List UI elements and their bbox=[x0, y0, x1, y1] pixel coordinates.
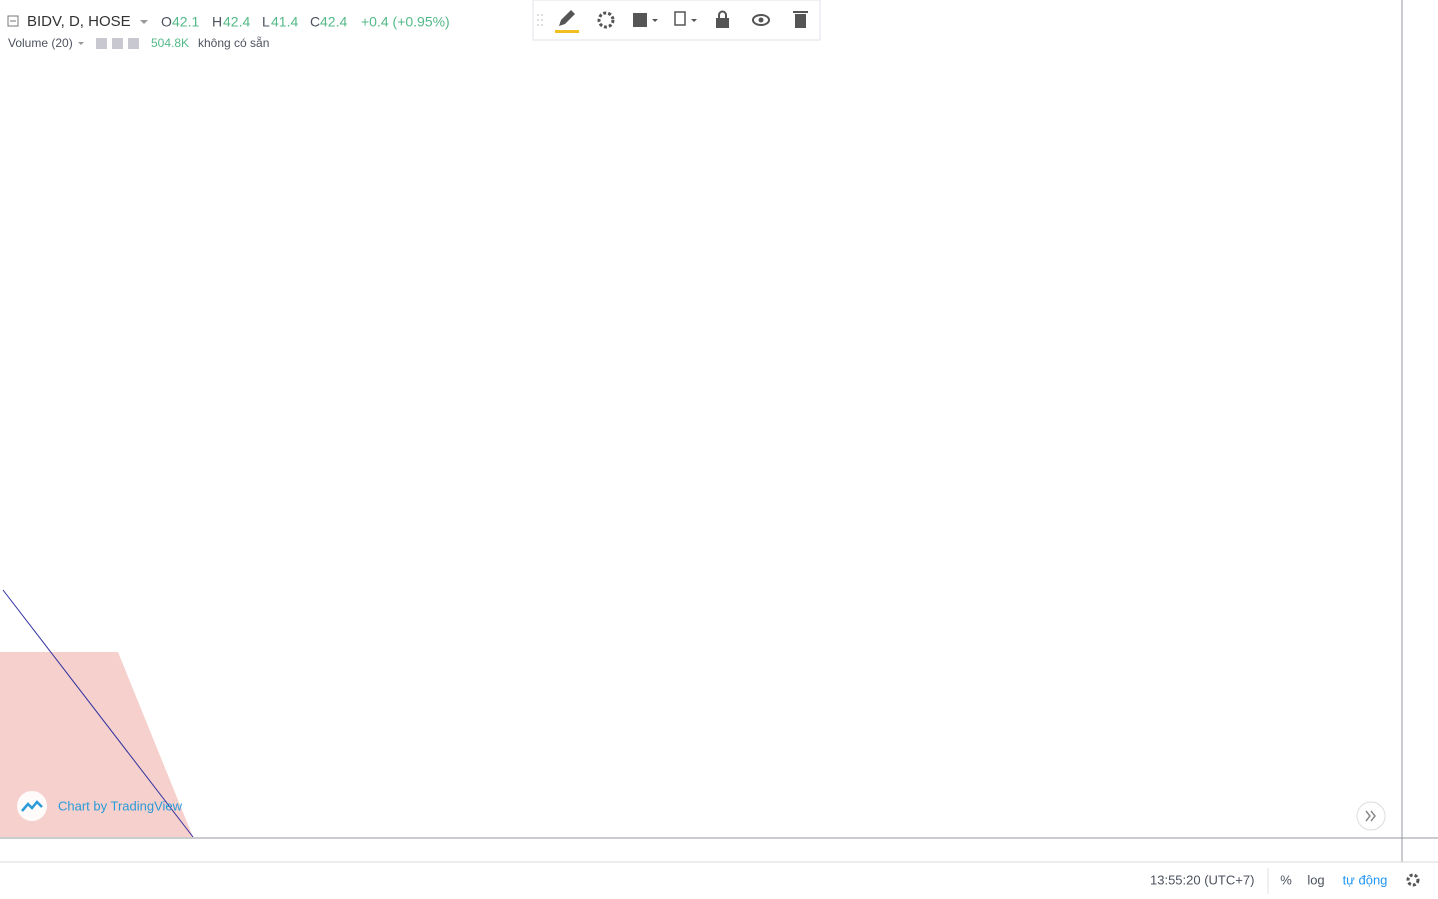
volume-value: 504.8K bbox=[151, 36, 189, 50]
ohlc-c: 42.4 bbox=[320, 14, 347, 30]
percent-toggle[interactable]: % bbox=[1280, 872, 1292, 887]
tool-color[interactable] bbox=[559, 10, 575, 26]
symbol-menu[interactable] bbox=[140, 20, 148, 24]
scroll-arrow bbox=[1365, 810, 1376, 822]
toolbar-bg bbox=[532, 0, 821, 41]
drawing-toolbar bbox=[532, 0, 821, 41]
scroll-button[interactable] bbox=[1356, 801, 1386, 831]
tool-settings[interactable] bbox=[597, 11, 615, 29]
tool-lock-arc bbox=[718, 10, 727, 18]
drawing-fill bbox=[0, 652, 193, 837]
log-toggle[interactable]: log bbox=[1307, 872, 1324, 887]
volume-menu[interactable] bbox=[78, 42, 84, 45]
tool-clone-menu bbox=[691, 19, 697, 22]
watermark: Chart by TradingView bbox=[58, 798, 183, 813]
ohlc-c-label: C bbox=[310, 14, 320, 30]
ohlc-l: 41.4 bbox=[271, 14, 298, 30]
tool-delete[interactable] bbox=[795, 14, 806, 28]
tool-delete-lid bbox=[793, 11, 808, 13]
tool-clone[interactable] bbox=[674, 11, 686, 26]
drawing-line bbox=[2, 589, 194, 838]
change: +0.4 (+0.95%) bbox=[361, 14, 450, 30]
volume-title[interactable]: Volume (20) bbox=[8, 36, 73, 50]
tool-lock[interactable] bbox=[716, 18, 729, 28]
tool-hide[interactable] bbox=[752, 14, 770, 26]
volume-note: không có sẵn bbox=[198, 35, 269, 50]
clock: 13:55:20 (UTC+7) bbox=[1150, 872, 1254, 887]
auto-toggle[interactable]: tự động bbox=[1343, 872, 1388, 887]
settings-icon[interactable] bbox=[1406, 873, 1420, 887]
watermark-logo bbox=[17, 791, 47, 821]
ohlc-h: 42.4 bbox=[223, 14, 250, 30]
volume-close[interactable] bbox=[128, 38, 139, 49]
tool-color-swatch bbox=[555, 30, 579, 33]
ohlc-o: 42.1 bbox=[172, 14, 199, 30]
tool-hide-pupil bbox=[758, 17, 764, 23]
tool-fill-menu bbox=[652, 19, 658, 22]
volume-eye[interactable] bbox=[96, 38, 107, 49]
symbol[interactable]: BIDV, D, HOSE bbox=[27, 13, 131, 30]
tool-fill[interactable] bbox=[633, 13, 647, 27]
ohlc-l-label: L bbox=[262, 14, 270, 30]
watermark-logo-mark bbox=[21, 800, 43, 812]
toolbar-handle[interactable] bbox=[537, 14, 543, 26]
collapse-box[interactable] bbox=[7, 15, 19, 27]
ohlc-h-label: H bbox=[212, 14, 222, 30]
volume-settings[interactable] bbox=[112, 38, 123, 49]
ohlc-o-label: O bbox=[161, 14, 172, 30]
